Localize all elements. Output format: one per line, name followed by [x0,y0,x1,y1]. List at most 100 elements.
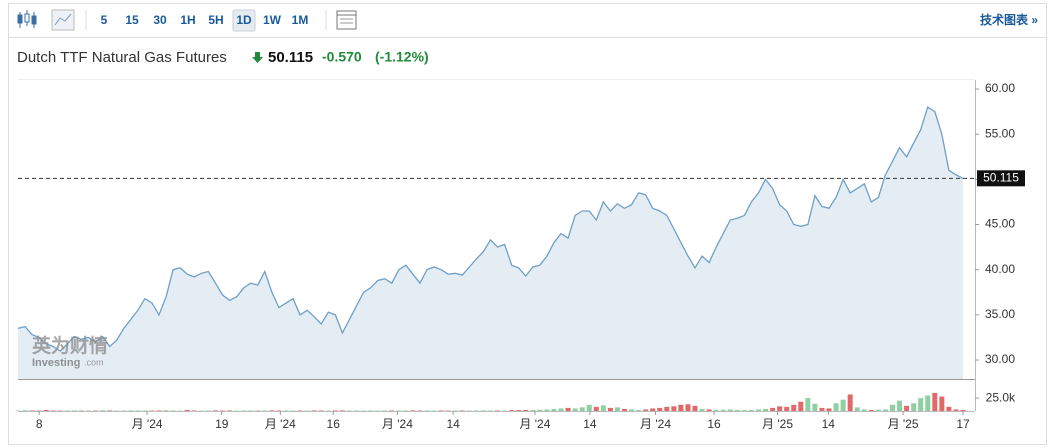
price-line [17,106,964,352]
volume-bar [727,409,733,411]
x-tick-label: 月 '24 [382,417,413,431]
volume-bar [354,410,360,411]
volume-bar [311,410,317,411]
volume-bar [43,409,49,411]
volume-bar [170,410,176,411]
interval-button[interactable]: 5H [208,13,223,27]
volume-bar [184,409,190,411]
volume-bar [156,410,162,411]
volume-bar [657,407,663,411]
volume-bar [71,410,77,411]
volume-bar [685,404,691,411]
volume-bar [64,410,70,411]
volume-bar [741,410,747,411]
volume-bar [438,410,444,411]
volume-bar [847,394,853,411]
volume-bar [297,410,303,411]
volume-bar [692,405,698,411]
x-tick-label: 月 '25 [888,417,919,431]
volume-bar [544,409,550,411]
volume-bar [805,398,811,411]
y-tick-label: 45.00 [985,217,1015,231]
interval-button[interactable]: 1M [292,13,309,27]
volume-bar [495,410,501,411]
volume-bar [706,409,712,411]
interval-button[interactable]: 1D [236,13,252,27]
volume-bar [459,410,465,411]
volume-bar [473,410,479,411]
x-tick-label: 月 '24 [132,417,163,431]
volume-bar [826,408,832,411]
volume-bar [643,409,649,411]
volume-bar [382,410,388,411]
volume-bar [537,409,543,411]
volume-bar [946,406,952,411]
volume-bar [389,410,395,411]
x-tick-label: 14 [446,417,460,431]
volume-bar [953,409,959,411]
volume-bar [763,408,769,411]
volume-bar [593,406,599,411]
volume-bar [227,410,233,411]
volume-bar [939,396,945,411]
volume-bar [889,404,895,411]
volume-bar [600,405,606,411]
x-tick-label: 月 '24 [265,417,296,431]
volume-bar [897,400,903,411]
interval-button[interactable]: 5 [101,13,108,27]
volume-bar [523,409,529,411]
volume-bar [911,403,917,411]
price-area [18,107,963,379]
volume-bar [205,410,211,411]
volume-bar [960,409,966,411]
volume-bar [798,401,804,411]
volume-bar [107,410,113,411]
volume-bar [791,404,797,411]
interval-buttons: 5 15 30 1H 5H 1D 1W 1M [101,9,309,32]
down-arrow [252,52,263,63]
volume-bar [100,410,106,411]
volume-bar [15,410,21,411]
volume-bar [875,409,881,411]
x-tick-label: 19 [215,417,229,431]
interval-button[interactable]: 1H [180,13,195,27]
volume-bar [452,410,458,411]
volume-bar [614,407,620,411]
volume-bar [368,410,374,411]
last-price-label: 50.115 [983,170,1019,184]
volume-bar [318,410,324,411]
y-tick-label: 55.00 [985,126,1015,140]
candle-icon[interactable] [17,10,37,28]
volume-bar [410,410,416,411]
last-price: 50.115 [268,49,313,66]
volume-bar [212,410,218,411]
volume-bar [636,409,642,411]
volume-bar [713,409,719,411]
technical-chart-link[interactable]: 技术图表 » [980,12,1038,27]
volume-bar [480,410,486,411]
volume-bar [509,410,515,411]
volume-bar [854,407,860,411]
layout-icon[interactable] [336,10,357,30]
interval-button[interactable]: 1W [263,13,282,27]
volume-bar [163,410,169,411]
volume-bar [755,409,761,411]
volume-bar [621,408,627,411]
interval-button[interactable]: 15 [125,13,139,27]
volume-bar [699,408,705,411]
volume-bar [925,395,931,411]
volume-bar [629,409,635,411]
interval-button[interactable]: 30 [153,13,167,27]
volume-bar [650,408,656,411]
area-icon[interactable] [51,9,75,31]
x-tick-label: 16 [327,417,341,431]
x-tick-label: 月 '24 [519,417,550,431]
volume-bar [142,410,148,411]
x-tick-label: 14 [583,417,597,431]
volume-bar [283,410,289,411]
volume-bar [840,399,846,411]
volume-bar [530,409,536,411]
volume-bar [29,410,35,411]
volume-bar [262,410,268,411]
